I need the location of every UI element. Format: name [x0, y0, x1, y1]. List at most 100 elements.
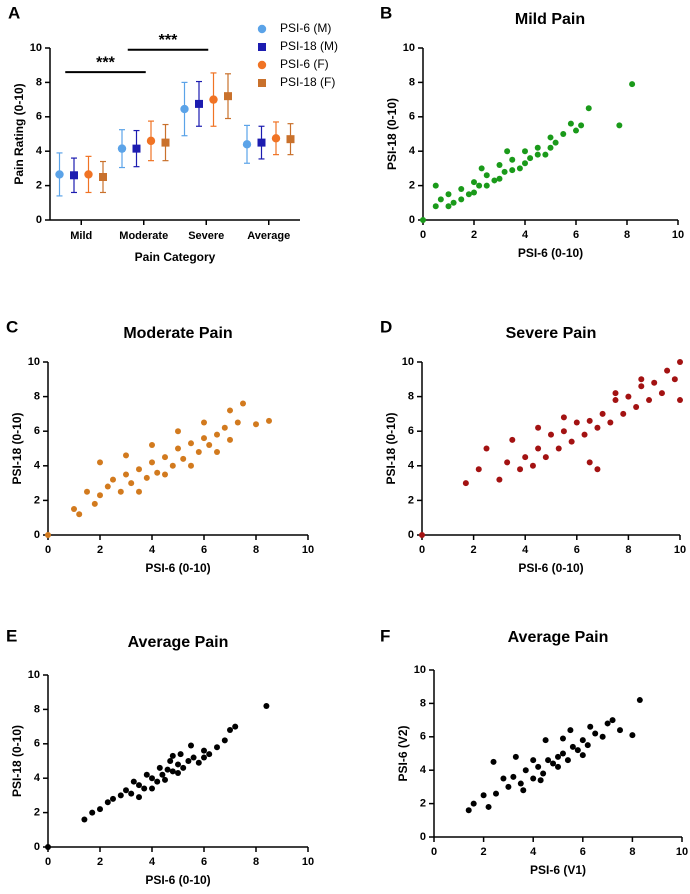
x-tick-label: 2 — [471, 229, 477, 241]
y-tick-label: 6 — [408, 425, 414, 437]
point — [221, 737, 228, 744]
x-tick-label: 6 — [574, 544, 580, 556]
marker — [55, 170, 64, 179]
y-tick-label: 10 — [414, 664, 426, 676]
y-tick-label: 4 — [420, 764, 427, 776]
x-tick-label: Mild — [70, 230, 92, 242]
point — [97, 492, 103, 499]
x-tick-label: 6 — [573, 229, 579, 241]
y-tick-label: 4 — [34, 460, 41, 472]
chart-title: Moderate Pain — [123, 325, 232, 342]
point — [123, 471, 129, 478]
point — [586, 417, 593, 424]
point — [574, 747, 581, 754]
point — [175, 445, 181, 452]
point — [195, 448, 202, 455]
point — [201, 747, 207, 754]
point — [162, 776, 168, 783]
point — [636, 697, 643, 704]
point — [552, 139, 559, 146]
point — [81, 816, 88, 823]
y-axis-label: PSI-18 (0-10) — [10, 725, 24, 797]
point — [517, 780, 524, 787]
marker — [70, 171, 78, 180]
x-axis-label: PSI-6 (0-10) — [145, 561, 210, 575]
point — [587, 723, 594, 730]
marker — [209, 95, 218, 104]
marker — [99, 173, 107, 181]
point — [458, 196, 465, 203]
point — [214, 448, 220, 455]
point — [432, 182, 439, 189]
point — [445, 191, 452, 198]
point — [227, 436, 233, 443]
point — [612, 397, 619, 404]
marker — [180, 104, 189, 114]
point — [89, 809, 96, 816]
point — [607, 419, 614, 426]
point — [510, 773, 517, 780]
legend-label: PSI-6 (M) — [280, 21, 331, 35]
point — [638, 383, 645, 390]
point — [71, 506, 77, 513]
point — [509, 167, 516, 174]
point — [586, 459, 593, 466]
x-tick-label: 8 — [625, 544, 631, 556]
point — [584, 742, 591, 749]
significance-label: *** — [159, 32, 178, 49]
point — [530, 757, 537, 764]
point — [234, 419, 241, 426]
point — [512, 753, 519, 760]
point — [201, 419, 207, 426]
y-tick-label: 10 — [28, 356, 40, 368]
point — [156, 764, 163, 771]
x-tick-label: 4 — [522, 544, 529, 556]
point — [568, 438, 575, 445]
x-tick-label: Severe — [188, 230, 224, 242]
point — [569, 743, 576, 750]
point — [123, 452, 129, 459]
point — [97, 459, 103, 466]
point — [104, 483, 111, 490]
point — [542, 454, 549, 461]
point — [136, 488, 142, 495]
point — [437, 196, 444, 203]
point — [123, 787, 129, 794]
y-tick-label: 6 — [420, 731, 426, 743]
x-tick-label: 8 — [624, 229, 630, 241]
point — [629, 732, 636, 739]
point — [560, 131, 567, 137]
point — [136, 782, 142, 789]
point — [542, 151, 549, 158]
point — [471, 189, 477, 196]
point — [91, 500, 98, 507]
y-tick-label: 2 — [408, 494, 414, 506]
point — [478, 165, 485, 172]
point — [504, 459, 511, 466]
point — [534, 144, 541, 151]
point — [175, 428, 181, 435]
point — [221, 424, 228, 431]
point — [445, 203, 452, 210]
point — [625, 393, 632, 400]
point — [604, 720, 611, 727]
y-tick-label: 0 — [36, 214, 42, 226]
point — [149, 785, 155, 792]
y-tick-label: 0 — [420, 831, 426, 843]
point — [548, 431, 554, 438]
y-tick-label: 4 — [409, 145, 416, 157]
point — [520, 787, 527, 794]
x-tick-label: 8 — [629, 846, 635, 858]
marker — [132, 144, 141, 153]
point — [128, 790, 135, 797]
point — [573, 127, 579, 134]
point — [104, 799, 111, 806]
y-tick-label: 10 — [28, 669, 40, 681]
significance-label: *** — [96, 54, 115, 71]
point — [175, 761, 181, 768]
point — [117, 488, 124, 495]
y-axis-label: PSI-18 (0-10) — [384, 412, 398, 484]
point — [547, 144, 554, 151]
point — [206, 751, 213, 758]
y-tick-label: 4 — [408, 460, 415, 472]
